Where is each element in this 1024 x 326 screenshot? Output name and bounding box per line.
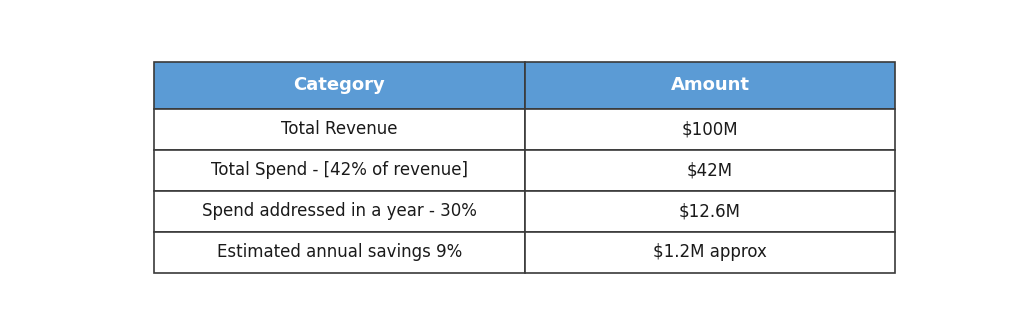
Text: $12.6M: $12.6M — [679, 202, 741, 220]
Text: Total Revenue: Total Revenue — [282, 120, 397, 138]
Text: $1.2M approx: $1.2M approx — [653, 243, 767, 261]
Bar — [524, 232, 895, 273]
Text: $100M: $100M — [682, 120, 738, 138]
Text: Total Spend - [42% of revenue]: Total Spend - [42% of revenue] — [211, 161, 468, 179]
Text: Spend addressed in a year - 30%: Spend addressed in a year - 30% — [202, 202, 477, 220]
Bar — [524, 150, 895, 191]
Bar — [155, 62, 524, 109]
Text: $42M: $42M — [687, 161, 733, 179]
Bar — [524, 191, 895, 232]
Bar — [524, 109, 895, 150]
Bar — [155, 109, 524, 150]
Bar — [524, 62, 895, 109]
Text: Estimated annual savings 9%: Estimated annual savings 9% — [217, 243, 462, 261]
Bar — [155, 150, 524, 191]
Bar — [155, 232, 524, 273]
Bar — [155, 191, 524, 232]
Text: Category: Category — [294, 76, 385, 94]
Text: Amount: Amount — [671, 76, 750, 94]
